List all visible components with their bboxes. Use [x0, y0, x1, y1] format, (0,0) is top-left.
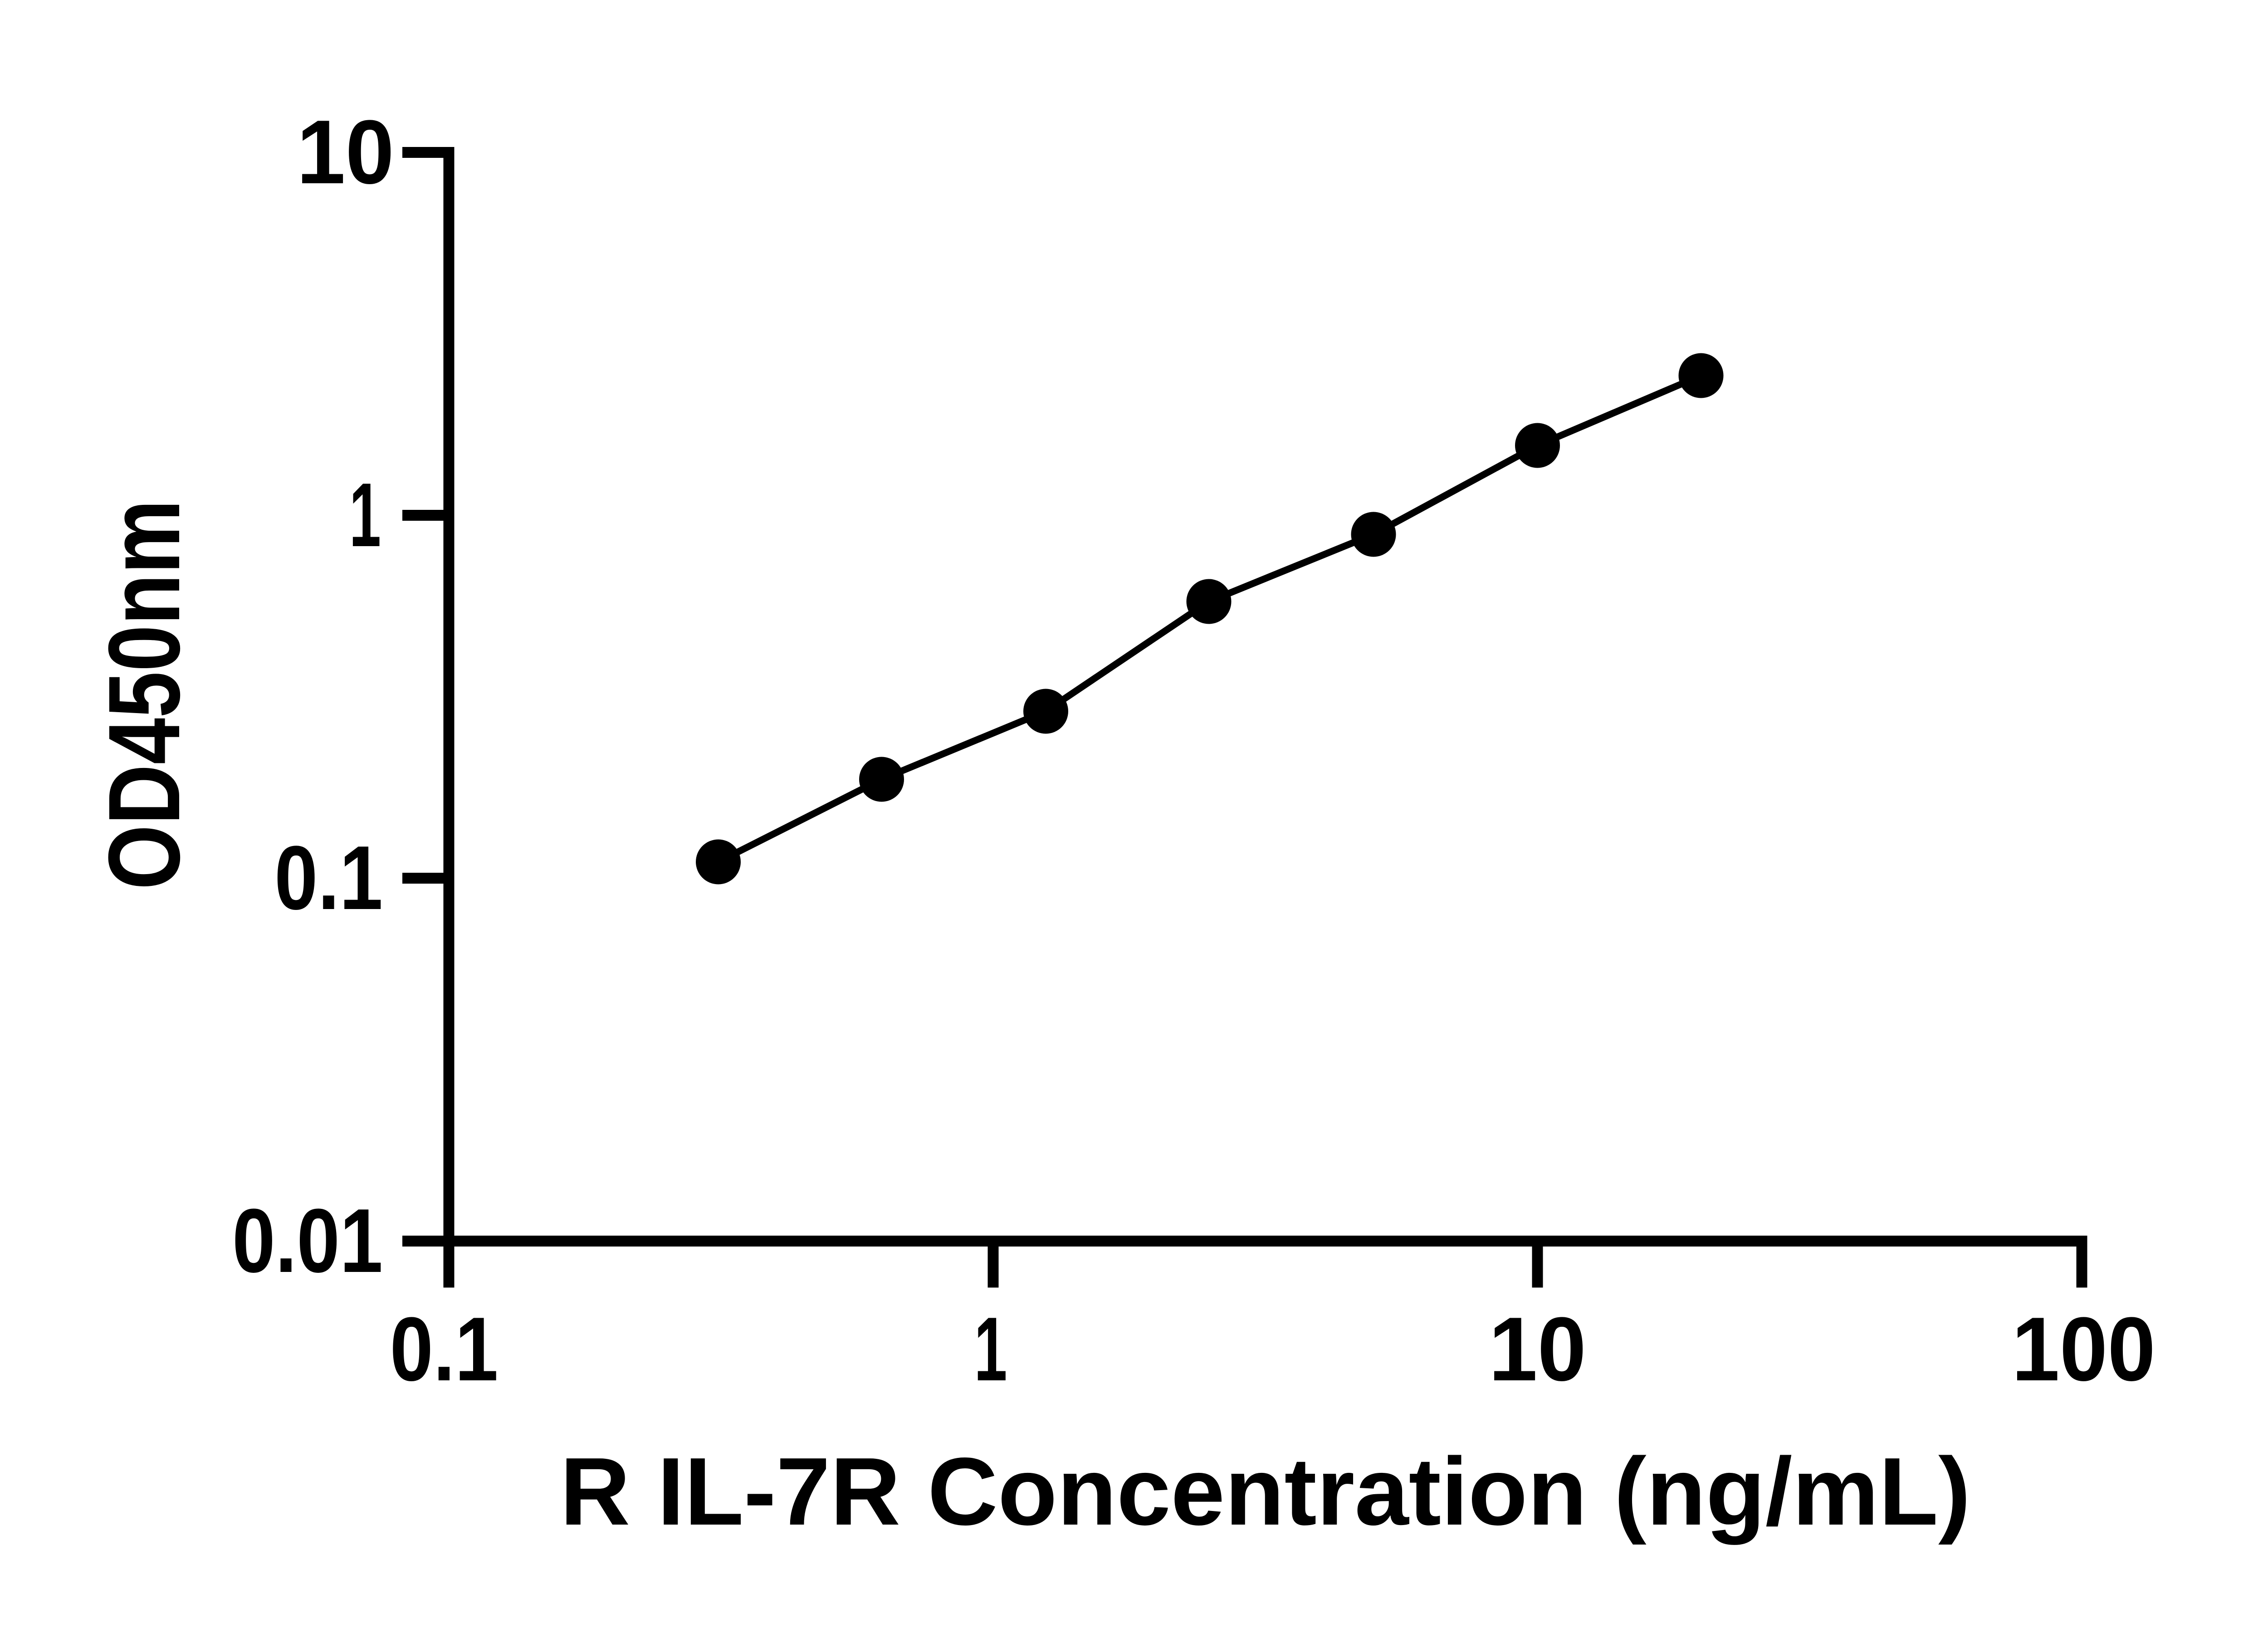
svg-text:R IL-7R Concentration (ng/mL): R IL-7R Concentration (ng/mL) — [560, 1437, 1971, 1545]
svg-text:0.1: 0.1 — [274, 827, 383, 929]
svg-text:10: 10 — [1489, 1299, 1586, 1400]
svg-text:0.1: 0.1 — [390, 1299, 499, 1400]
svg-text:0.01: 0.01 — [232, 1190, 383, 1291]
svg-text:100: 100 — [2012, 1299, 2156, 1400]
svg-text:OD450nm: OD450nm — [88, 500, 201, 890]
svg-text:10: 10 — [297, 102, 394, 203]
svg-text:1: 1 — [349, 464, 381, 566]
svg-text:1: 1 — [974, 1299, 1007, 1400]
